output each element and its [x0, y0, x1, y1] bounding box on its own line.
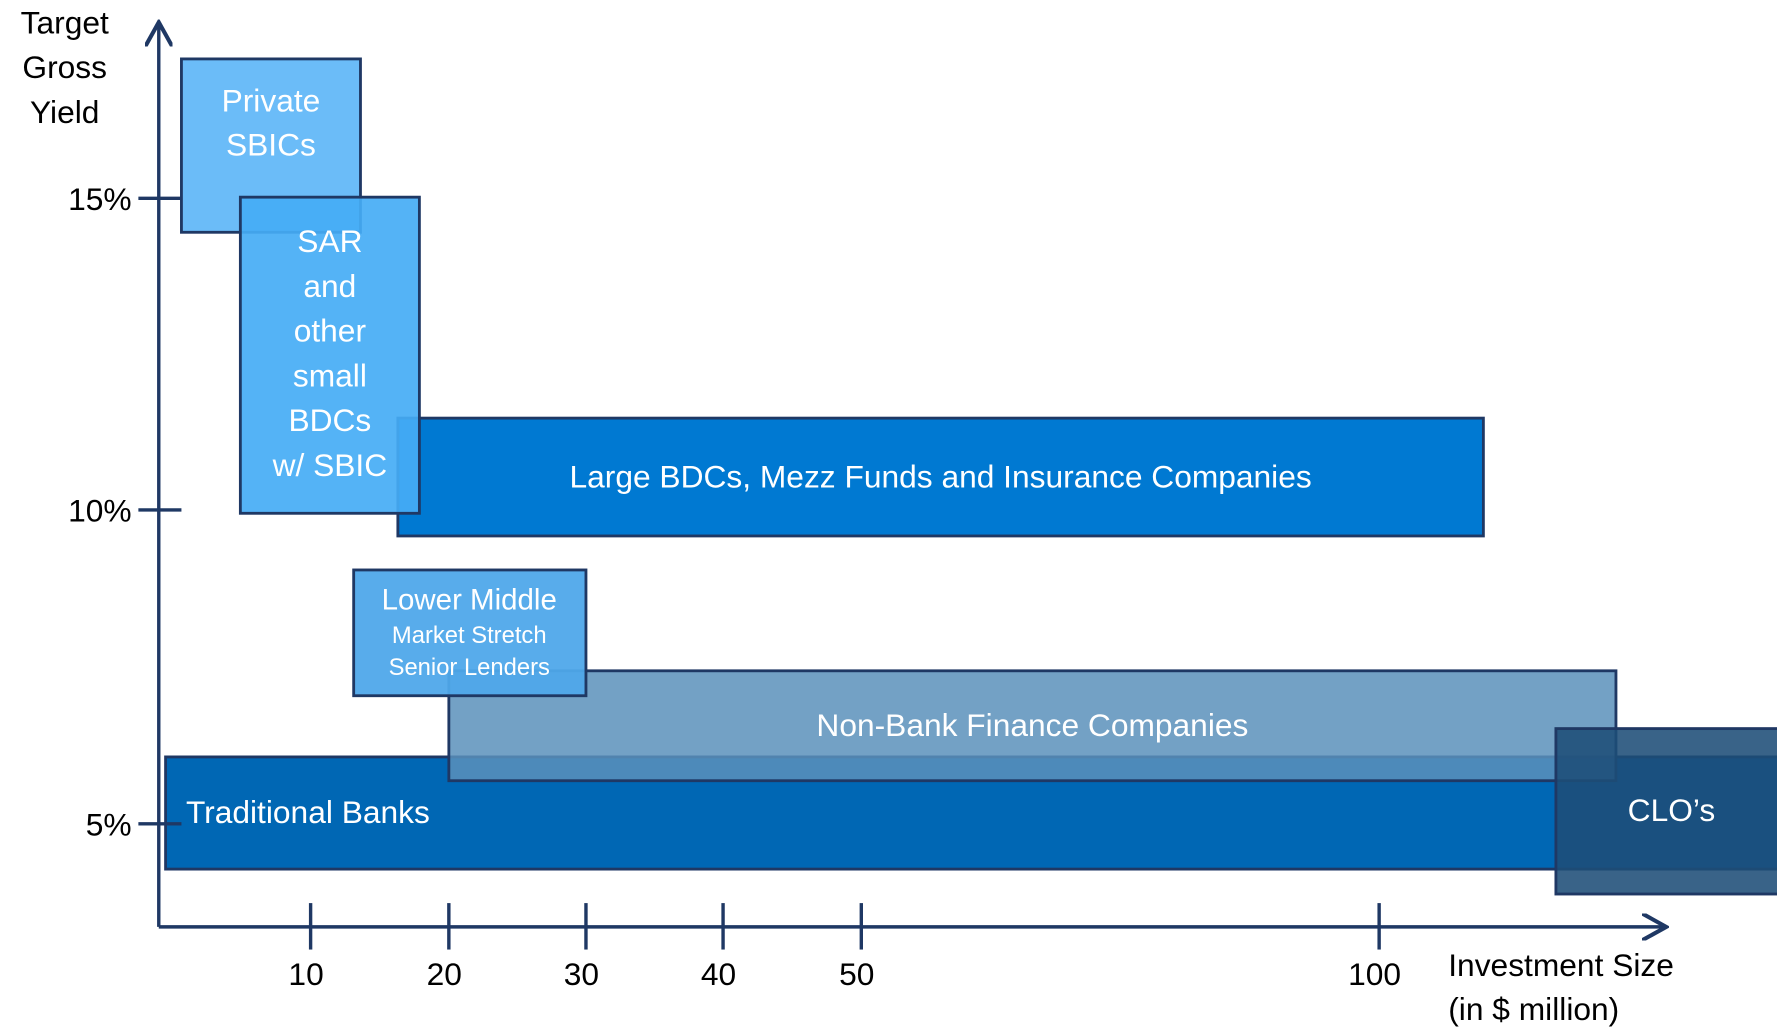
box-label: w/ SBIC [272, 447, 388, 483]
y-axis-label: Target [21, 4, 109, 40]
box-label: SBICs [226, 127, 316, 163]
box-label: Lower Middle [382, 583, 557, 616]
box [238, 195, 421, 515]
x-tick-label: 50 [839, 956, 874, 992]
box-label: SAR [297, 223, 362, 259]
x-tick-label: 20 [427, 956, 462, 992]
box-label: CLO’s [1628, 792, 1716, 828]
x-axis-label: (in $ million) [1448, 991, 1619, 1027]
box-label: small [293, 357, 367, 393]
box [1554, 727, 1777, 896]
box [447, 669, 1618, 783]
x-tick-label: 10 [288, 956, 323, 992]
x-axis-label: Investment Size [1448, 947, 1674, 983]
box [396, 416, 1485, 538]
box-label: Non-Bank Finance Companies [816, 707, 1248, 743]
box [352, 568, 588, 698]
box-label: Market Stretch [392, 622, 547, 649]
box-label: Senior Lenders [389, 654, 550, 681]
box-label: Traditional Banks [186, 794, 430, 830]
box-label: and [303, 268, 356, 304]
y-tick-label: 10% [68, 493, 131, 529]
x-tick-label: 40 [701, 956, 736, 992]
y-axis-label: Yield [30, 94, 99, 130]
y-tick-label: 15% [68, 181, 131, 217]
box-label: other [294, 313, 367, 349]
x-tick-label: 100 [1348, 956, 1401, 992]
y-tick-label: 5% [86, 807, 132, 843]
box-label: Private [222, 82, 321, 118]
box-label: BDCs [288, 402, 371, 438]
y-axis-label: Gross [22, 49, 107, 85]
x-tick-label: 30 [564, 956, 599, 992]
box-label: Large BDCs, Mezz Funds and Insurance Com… [570, 459, 1312, 495]
